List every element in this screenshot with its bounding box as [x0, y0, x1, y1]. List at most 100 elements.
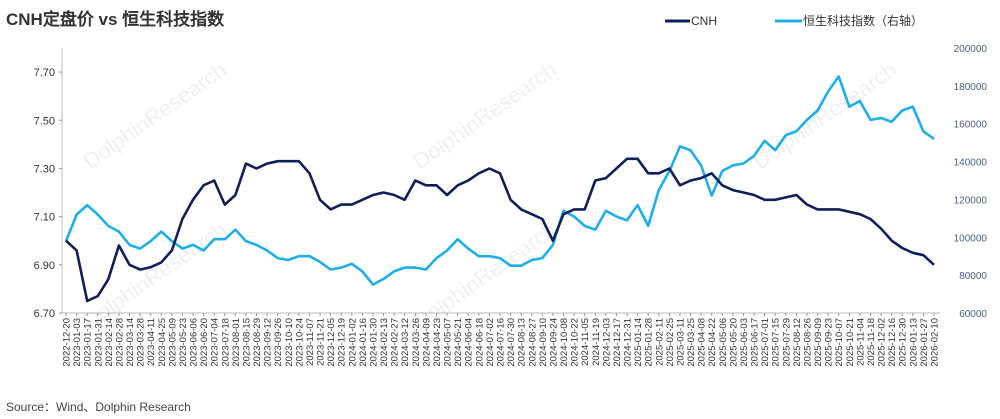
x-axis-tick-label: 2025-04-22 [707, 318, 718, 367]
x-axis-tick-label: 2025-01-28 [644, 318, 655, 367]
x-axis-tick-label: 2025-06-03 [739, 318, 750, 367]
x-axis-tick-label: 2025-02-11 [654, 318, 665, 366]
x-axis-tick-label: 2025-05-20 [728, 318, 739, 367]
x-axis-tick-label: 2025-10-07 [834, 318, 845, 367]
x-axis-tick-label: 2022-12-20 [62, 318, 73, 367]
x-axis-tick-label: 2024-11-19 [591, 318, 602, 366]
left-axis-tick-label: 7.50 [34, 115, 55, 127]
x-axis-tick-label: 2025-10-21 [845, 318, 856, 367]
left-axis-tick-label: 7.70 [34, 67, 55, 79]
x-axis-tick-label: 2025-02-25 [665, 318, 676, 367]
x-axis-tick-label: 2024-11-05 [580, 318, 591, 366]
x-axis-tick-label: 2025-05-06 [718, 318, 729, 367]
x-axis-tick-label: 2023-11-07 [305, 318, 316, 366]
watermark-text: DolphinResearch [409, 217, 562, 334]
x-axis-tick-label: 2025-11-18 [866, 318, 877, 366]
x-axis-tick-label: 2025-03-11 [675, 318, 686, 366]
left-axis-tick-label: 7.30 [34, 163, 55, 175]
right-axis-ticks: 60000 80000 100000 120000 140000 160000 180000… [954, 44, 988, 320]
watermark-text: DolphinResearch [409, 57, 562, 174]
x-axis-tick-label: 2023-02-14 [104, 318, 115, 367]
left-axis-tick-label: 7.10 [34, 212, 55, 224]
x-axis-tick-label: 2023-08-01 [231, 318, 242, 367]
x-axis-tick-label: 2023-01-03 [72, 318, 83, 367]
legend-label-cnh: CNH [691, 14, 717, 28]
x-axis-tick-label: 2025-11-04 [855, 318, 866, 366]
x-axis-tick-label: 2025-09-09 [813, 318, 824, 367]
series-line-cnh [65, 157, 935, 303]
x-axis-tick-label: 2024-08-27 [527, 318, 538, 367]
x-axis-tick-label: 2023-09-26 [273, 318, 284, 367]
source-note: Source：Wind、Dolphin Research [6, 400, 191, 414]
x-axis-tick-label: 2023-10-24 [294, 318, 305, 367]
x-axis-tick-label: 2024-08-13 [517, 318, 528, 367]
x-axis-tick-label: 2024-12-03 [601, 318, 612, 367]
right-axis-tick-label: 200000 [954, 44, 988, 55]
x-axis-tick-label: 2025-06-17 [750, 318, 761, 367]
x-axis-tick-label: 2025-07-01 [760, 318, 771, 367]
x-axis-tick-label: 2024-12-17 [612, 318, 623, 367]
watermark-text: DolphinResearch [79, 57, 232, 174]
x-axis-tick-label: 2024-03-26 [411, 318, 422, 367]
x-axis-tick-label: 2025-09-23 [824, 318, 835, 367]
x-axis-tick-label: 2025-07-15 [771, 318, 782, 367]
x-axis-ticks: 2022-12-20 2023-01-03 2023-01-17 2023-01-31… [62, 313, 941, 367]
left-axis-tick-label: 6.70 [34, 308, 55, 320]
x-axis-tick-label: 2023-01-17 [83, 318, 94, 367]
x-axis-tick-label: 2024-10-22 [570, 318, 581, 367]
x-axis-tick-label: 2025-07-29 [781, 318, 792, 367]
x-axis-tick-label: 2023-10-10 [284, 318, 295, 367]
x-axis-tick-label: 2024-12-31 [623, 318, 634, 367]
legend: CNH 恒生科技指数（右轴） [665, 13, 923, 28]
x-axis-tick-label: 2023-07-18 [220, 318, 231, 367]
x-axis-tick-label: 2025-04-08 [697, 318, 708, 367]
x-axis-tick-label: 2024-09-10 [538, 318, 549, 367]
x-axis-tick-label: 2023-12-19 [337, 318, 348, 367]
series-line-hstech [64, 75, 935, 286]
x-axis-tick-label: 2023-03-14 [125, 318, 136, 367]
x-axis-tick-label: 2025-08-12 [792, 318, 803, 367]
x-axis-tick-label: 2024-02-13 [379, 318, 390, 367]
x-axis-tick-label: 2023-09-12 [263, 318, 274, 367]
x-axis-tick-label: 2024-05-21 [453, 318, 464, 367]
right-axis-tick-label: 120000 [954, 195, 988, 206]
x-axis-tick-label: 2023-11-21 [316, 318, 327, 366]
x-axis-tick-label: 2023-05-23 [178, 318, 189, 367]
x-axis-tick-label: 2024-01-16 [358, 318, 369, 367]
x-axis-tick-label: 2024-07-02 [485, 318, 496, 367]
x-axis-tick-label: 2026-01-27 [919, 318, 930, 367]
left-axis-tick-label: 6.90 [34, 260, 55, 272]
right-axis-tick-label: 180000 [954, 82, 988, 93]
left-axis-ticks: 6.70 6.90 7.10 7.30 7.50 7.70 [34, 67, 62, 320]
x-axis-tick-label: 2024-03-12 [400, 318, 411, 367]
x-axis-tick-label: 2024-07-16 [496, 318, 507, 367]
x-axis-tick-label: 2023-07-04 [210, 318, 221, 367]
x-axis-tick-label: 2023-12-05 [326, 318, 337, 367]
right-axis-tick-label: 140000 [954, 158, 988, 169]
x-axis-tick-label: 2024-07-30 [506, 318, 517, 367]
x-axis-tick-label: 2023-03-28 [136, 318, 147, 367]
x-axis-tick-label: 2023-04-11 [146, 318, 157, 366]
x-axis-tick-label: 2025-01-14 [633, 318, 644, 367]
x-axis-tick-label: 2024-05-07 [443, 318, 454, 367]
x-axis-tick-label: 2024-04-09 [421, 318, 432, 367]
x-axis-tick-label: 2023-04-25 [157, 318, 168, 367]
chart-title: CNH定盘价 vs 恒生科技指数 [6, 9, 225, 29]
x-axis-tick-label: 2025-12-30 [898, 318, 909, 367]
x-axis-tick-label: 2025-03-25 [686, 318, 697, 367]
watermark-text: DolphinResearch [749, 57, 902, 174]
x-axis-tick-label: 2024-06-04 [464, 318, 475, 367]
x-axis-tick-label: 2024-01-30 [368, 318, 379, 367]
x-axis-tick-label: 2023-05-09 [167, 318, 178, 367]
x-axis-tick-label: 2023-08-15 [241, 318, 252, 367]
x-axis-tick-label: 2024-09-24 [548, 318, 559, 367]
x-axis-tick-label: 2025-08-26 [802, 318, 813, 367]
right-axis-tick-label: 100000 [954, 233, 988, 244]
x-axis-tick-label: 2026-01-13 [908, 318, 919, 367]
x-axis-tick-label: 2025-12-16 [887, 318, 898, 367]
right-axis-tick-label: 160000 [954, 120, 988, 131]
x-axis-tick-label: 2024-02-27 [390, 318, 401, 367]
right-axis-tick-label: 80000 [959, 271, 987, 282]
x-axis-tick-label: 2023-01-31 [93, 318, 104, 367]
